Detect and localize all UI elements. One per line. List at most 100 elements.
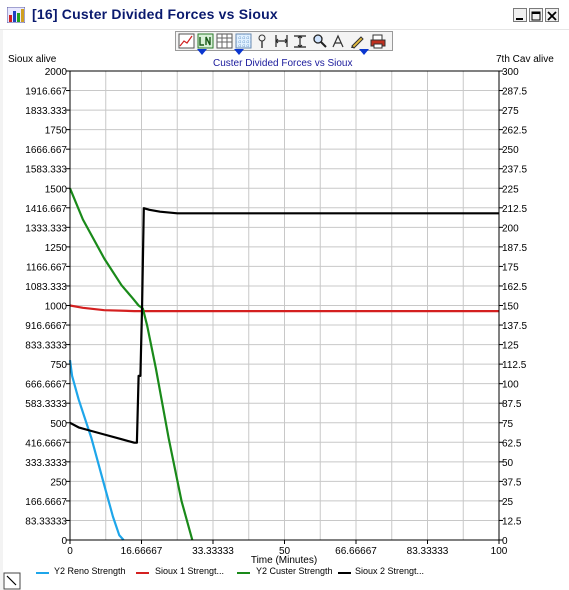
left-axis-ticks: 0 83.33333 166.6667 250 333.3333 416.6667 500 5… — [25, 67, 70, 547]
zoom-button[interactable] — [311, 33, 328, 49]
minimize-icon — [516, 18, 523, 20]
left-tick-label: 1333.333 — [25, 223, 67, 234]
resize-grip-icon[interactable] — [3, 572, 21, 590]
legend-swatch-sioux1 — [136, 572, 149, 574]
chart-grid — [70, 71, 499, 540]
plot-frame — [69, 70, 500, 541]
right-tick-label: 37.5 — [502, 477, 522, 488]
close-button[interactable] — [545, 8, 559, 22]
fit-vertical-button[interactable] — [292, 33, 309, 49]
chart-type-button[interactable] — [178, 33, 195, 49]
left-tick-label: 1083.333 — [25, 282, 67, 293]
left-tick-label: 500 — [50, 419, 67, 430]
right-tick-label: 287.5 — [502, 87, 527, 98]
left-tick-label: 916.6667 — [25, 321, 67, 332]
left-tick-label: 1583.333 — [25, 165, 67, 176]
chart-type-icon — [178, 33, 195, 49]
right-tick-label: 87.5 — [502, 399, 522, 410]
right-tick-label: 300 — [502, 67, 519, 78]
close-icon — [547, 11, 557, 21]
maximize-button[interactable] — [529, 8, 543, 22]
legend-swatch-sioux2 — [338, 572, 351, 574]
left-tick-label: 666.6667 — [25, 380, 67, 391]
legend-swatch-reno — [36, 572, 49, 574]
right-tick-label: 212.5 — [502, 204, 527, 215]
grid-icon — [235, 33, 252, 49]
grid-dropdown-arrow-icon[interactable] — [234, 49, 244, 55]
right-tick-label: 62.5 — [502, 438, 522, 449]
left-tick-label: 583.3333 — [25, 399, 67, 410]
series-line-sioux-2-strength — [69, 207, 499, 444]
left-tick-label: 0 — [61, 536, 67, 547]
pointer-button[interactable] — [330, 33, 347, 49]
pencil-button[interactable] — [349, 33, 366, 49]
right-tick-label: 200 — [502, 223, 519, 234]
x-axis-label: Time (Minutes) — [251, 555, 317, 566]
app-icon — [7, 7, 25, 23]
series-line-sioux-1-strength — [69, 304, 499, 313]
left-tick-label: 166.6667 — [25, 497, 67, 508]
left-tick-label: 1750 — [45, 126, 68, 137]
fit-vertical-icon — [294, 35, 306, 48]
print-button[interactable] — [370, 33, 387, 49]
right-tick-label: 150 — [502, 302, 519, 313]
right-tick-label: 262.5 — [502, 126, 527, 137]
fit-horizontal-button[interactable] — [273, 33, 290, 49]
right-tick-label: 187.5 — [502, 243, 527, 254]
left-tick-label: 750 — [50, 360, 67, 371]
series-line-reno-strength — [68, 360, 125, 541]
x-axis-ticks: 0 16.66667 33.33333 50 66.66667 83.33333 100 — [67, 540, 508, 557]
line-button[interactable] — [197, 33, 214, 49]
left-tick-label: 1000 — [45, 302, 68, 313]
title-bar: [16] Custer Divided Forces vs Sioux — [0, 0, 569, 30]
zoom-icon — [313, 34, 327, 48]
left-tick-label: 1416.667 — [25, 204, 67, 215]
right-tick-label: 175 — [502, 262, 519, 273]
line-icon — [197, 33, 214, 49]
window-left-edge — [0, 30, 3, 590]
right-axis-label: 7th Cav alive — [496, 54, 554, 65]
left-tick-label: 833.3333 — [25, 341, 67, 352]
legend-label-sioux1: Sioux 1 Strengt... — [155, 566, 225, 576]
left-tick-label: 83.33333 — [25, 516, 67, 527]
right-tick-label: 137.5 — [502, 321, 527, 332]
pin-icon — [258, 34, 266, 48]
left-axis-label: Sioux alive — [8, 54, 57, 65]
legend-label-sioux2: Sioux 2 Strengt... — [355, 566, 425, 576]
left-tick-label: 333.3333 — [25, 458, 67, 469]
left-tick-label: 250 — [50, 477, 67, 488]
minimize-button[interactable] — [513, 8, 527, 22]
left-tick-label: 1166.667 — [26, 262, 67, 273]
print-icon — [370, 34, 386, 49]
table-button[interactable] — [216, 33, 233, 49]
line-dropdown-arrow-icon[interactable] — [197, 49, 207, 55]
left-tick-label: 1916.667 — [25, 87, 67, 98]
x-tick-label: 66.66667 — [335, 546, 377, 557]
pin-button[interactable] — [254, 33, 271, 49]
legend-label-reno: Y2 Reno Strength — [54, 566, 126, 576]
right-tick-label: 275 — [502, 106, 519, 117]
left-tick-label: 2000 — [45, 67, 68, 78]
grid-button[interactable] — [235, 33, 252, 49]
right-tick-label: 0 — [502, 536, 508, 547]
x-tick-label: 16.66667 — [121, 546, 163, 557]
chart-title: Custer Divided Forces vs Sioux — [213, 58, 353, 69]
fit-horizontal-icon — [275, 35, 288, 47]
window-title: [16] Custer Divided Forces vs Sioux — [32, 6, 278, 22]
right-tick-label: 225 — [502, 184, 519, 195]
chart-series — [68, 187, 499, 541]
right-tick-label: 25 — [502, 497, 514, 508]
legend-swatch-custer — [237, 572, 250, 574]
left-tick-label: 416.6667 — [25, 438, 67, 449]
left-tick-label: 1833.333 — [25, 106, 67, 117]
left-tick-label: 1250 — [45, 243, 68, 254]
right-tick-label: 125 — [502, 341, 519, 352]
left-tick-label: 1666.667 — [25, 145, 67, 156]
pointer-dropdown-arrow-icon[interactable] — [359, 49, 369, 55]
right-tick-label: 112.5 — [502, 360, 527, 371]
maximize-icon — [531, 11, 541, 21]
right-tick-label: 162.5 — [502, 282, 527, 293]
right-tick-label: 12.5 — [502, 516, 522, 527]
left-tick-label: 1500 — [45, 184, 68, 195]
